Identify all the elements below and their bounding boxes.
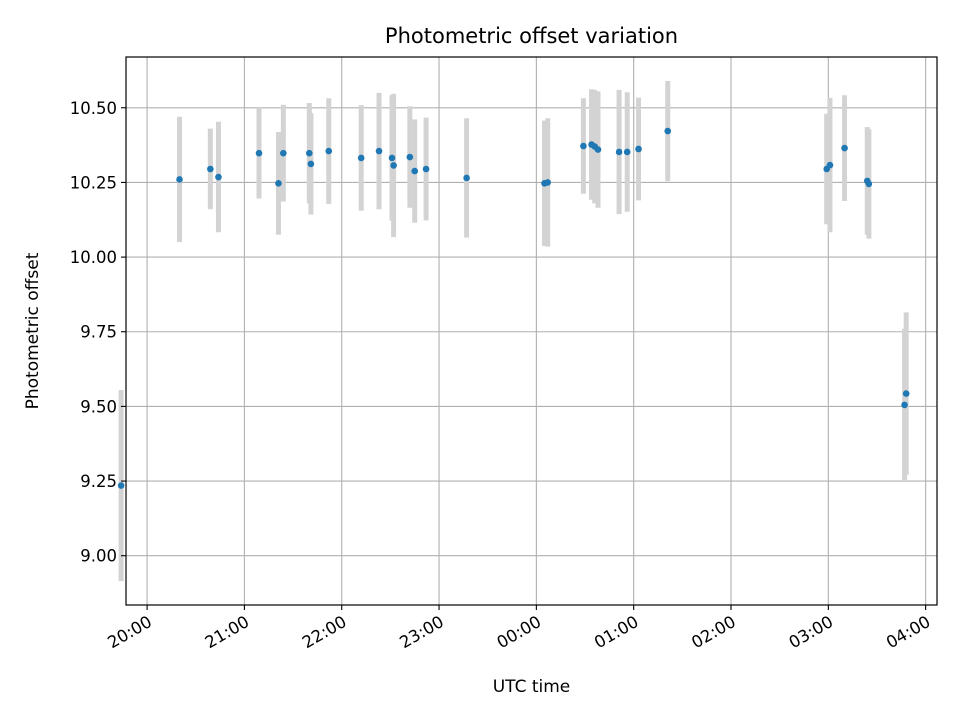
data-point: [275, 180, 282, 187]
data-point: [255, 149, 263, 157]
data-point: [544, 179, 552, 186]
y-tick-label: 9.25: [80, 472, 117, 491]
data-point: [207, 165, 214, 173]
data-point: [388, 154, 396, 162]
chart-title: Photometric offset variation: [385, 24, 678, 48]
data-point: [664, 127, 672, 135]
data-point: [902, 390, 910, 397]
data-point: [826, 161, 834, 169]
y-tick-label: 9.75: [80, 323, 117, 342]
y-axis-ticks: 9.00 9.25 9.50 9.75 10.00 10.25 10.50: [70, 99, 126, 566]
data-point: [305, 149, 313, 157]
data-point: [390, 162, 397, 169]
data-point: [623, 148, 631, 156]
data-point: [357, 154, 365, 162]
y-tick-label: 10.50: [70, 99, 117, 118]
y-axis-label: Photometric offset: [23, 252, 43, 409]
data-point: [865, 180, 873, 188]
plot-frame: [125, 56, 938, 606]
data-point: [580, 142, 587, 150]
y-tick-label: 10.25: [70, 173, 117, 192]
data-points: [117, 127, 910, 489]
y-tick-label: 9.00: [80, 547, 117, 566]
data-point: [375, 147, 383, 155]
data-point: [215, 173, 222, 181]
data-point: [594, 146, 602, 153]
data-point: [901, 401, 908, 409]
data-point: [406, 153, 414, 161]
y-tick-label: 10.00: [70, 248, 117, 267]
data-point: [325, 147, 333, 155]
data-point: [307, 160, 315, 168]
data-point: [841, 144, 848, 152]
data-point: [280, 149, 287, 157]
x-axis-label: UTC time: [493, 677, 571, 697]
data-point: [463, 174, 470, 182]
data-point: [117, 482, 125, 489]
data-point: [635, 145, 642, 153]
data-point: [176, 176, 183, 183]
data-point: [411, 167, 419, 175]
data-point: [615, 148, 623, 156]
data-point: [422, 165, 430, 173]
y-tick-label: 9.50: [80, 397, 117, 416]
